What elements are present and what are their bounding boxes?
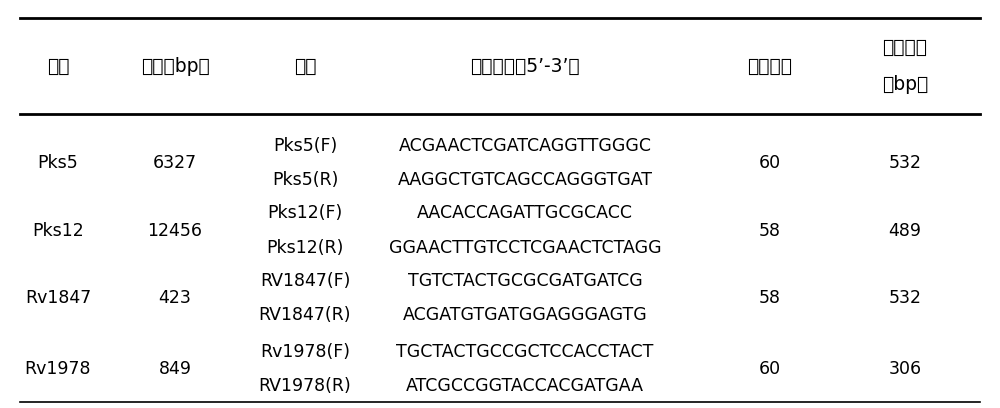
Text: 引物序列（5’-3’）: 引物序列（5’-3’） <box>470 57 580 75</box>
Text: TGCTACTGCCGCTCCACCTACT: TGCTACTGCCGCTCCACCTACT <box>396 343 654 361</box>
Text: 引物: 引物 <box>294 57 316 75</box>
Text: 6327: 6327 <box>153 154 197 172</box>
Text: ACGAACTCGATCAGGTTGGGC: ACGAACTCGATCAGGTTGGGC <box>398 137 652 155</box>
Text: 849: 849 <box>158 360 192 378</box>
Text: 58: 58 <box>759 289 781 307</box>
Text: Pks12(F): Pks12(F) <box>267 204 343 222</box>
Text: Rv1978(F): Rv1978(F) <box>260 343 350 361</box>
Text: 基因: 基因 <box>47 57 69 75</box>
Text: Pks12: Pks12 <box>32 222 84 239</box>
Text: RV1847(F): RV1847(F) <box>260 272 350 290</box>
Text: 60: 60 <box>759 360 781 378</box>
Text: AACACCAGATTGCGCACC: AACACCAGATTGCGCACC <box>417 204 633 222</box>
Text: ACGATGTGATGGAGGGAGTG: ACGATGTGATGGAGGGAGTG <box>403 306 647 324</box>
Text: （bp）: （bp） <box>882 75 928 94</box>
Text: 306: 306 <box>888 360 922 378</box>
Text: TGTCTACTGCGCGATGATCG: TGTCTACTGCGCGATGATCG <box>408 272 642 290</box>
Text: Rv1847: Rv1847 <box>25 289 91 307</box>
Text: 60: 60 <box>759 154 781 172</box>
Text: 532: 532 <box>889 154 922 172</box>
Text: ATCGCCGGTACCACGATGAA: ATCGCCGGTACCACGATGAA <box>406 377 644 395</box>
Text: AAGGCTGTCAGCCAGGGTGAT: AAGGCTGTCAGCCAGGGTGAT <box>398 171 652 189</box>
Text: 退火温度: 退火温度 <box>748 57 792 75</box>
Text: 532: 532 <box>889 289 922 307</box>
Text: GGAACTTGTCCTCGAACTCTAGG: GGAACTTGTCCTCGAACTCTAGG <box>389 239 661 257</box>
Text: Pks12(R): Pks12(R) <box>266 239 344 257</box>
Text: Pks5: Pks5 <box>38 154 78 172</box>
Text: RV1978(R): RV1978(R) <box>259 377 351 395</box>
Text: RV1847(R): RV1847(R) <box>259 306 351 324</box>
Text: 58: 58 <box>759 222 781 239</box>
Text: Pks5(F): Pks5(F) <box>273 137 337 155</box>
Text: 产物大小: 产物大小 <box>883 38 928 57</box>
Text: 423: 423 <box>159 289 191 307</box>
Text: 489: 489 <box>889 222 922 239</box>
Text: 全长（bp）: 全长（bp） <box>141 57 209 75</box>
Text: Pks5(R): Pks5(R) <box>272 171 338 189</box>
Text: 12456: 12456 <box>148 222 202 239</box>
Text: Rv1978: Rv1978 <box>25 360 91 378</box>
